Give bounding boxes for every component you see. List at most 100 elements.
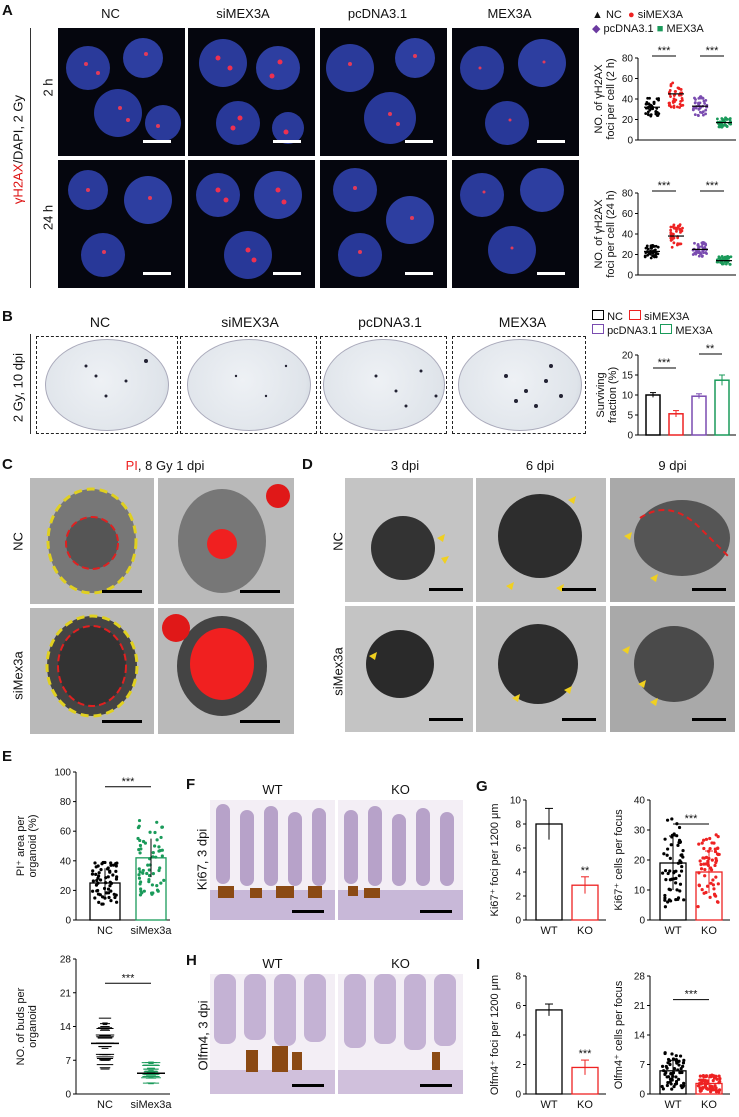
y-tick-label: 20 [622,351,634,362]
y-tick-label: 40 [60,856,72,867]
data-point [675,229,678,233]
micrograph-simex3a-24h [188,160,315,288]
y-tick-label: 100 [54,768,71,779]
data-point [713,893,717,897]
data-point [677,93,681,97]
data-point [709,868,714,872]
col-header-mex3a: MEX3A [487,6,532,21]
scale-bar [240,590,280,593]
data-point [105,867,110,871]
data-point [151,872,155,876]
data-point [666,1080,670,1085]
data-point [708,847,712,851]
data-point [139,889,143,893]
y-tick-label: 14 [634,1031,646,1042]
data-point [666,900,670,904]
data-point [678,882,683,886]
col-header-f-ko: KO [391,782,410,797]
data-point [676,897,680,901]
data-point [656,114,660,117]
data-point [699,1086,703,1090]
data-point [668,888,673,892]
data-point [158,866,162,870]
data-point [696,905,700,909]
data-point [720,117,724,120]
plate-nc [36,336,178,434]
data-point [705,252,708,255]
data-point [668,89,672,92]
panel-label-i: I [476,956,481,973]
data-point [697,883,701,887]
data-point [668,104,672,107]
x-tick-label: KO [701,1099,717,1111]
data-point [664,1064,668,1069]
x-tick-label: KO [577,925,593,937]
scale-bar [143,140,171,143]
data-point [669,228,673,232]
chart-i-olfm4-cells: 0 7 14 21 28 Olfm4⁺ cells per focus WT KO *** [613,972,730,1111]
data-point [138,851,142,855]
x-tick-label: siMex3a [131,925,173,937]
data-point [663,896,667,900]
micrograph-nc-24h [58,160,185,288]
data-point [714,1074,718,1078]
data-point [136,825,141,830]
x-tick-label: KO [577,1099,593,1111]
data-point [701,113,705,117]
data-point [702,838,706,842]
y-tick-label: 21 [60,988,72,999]
col-header-h-ko: KO [391,956,410,971]
sig-label: *** [706,180,720,192]
data-point [93,861,97,865]
data-point [147,874,152,878]
scale-bar [405,140,433,143]
y-tick-label: 2 [515,892,521,903]
col-header-3dpi: 3 dpi [390,458,420,473]
data-point [706,1079,710,1083]
data-point [669,1072,673,1076]
y-tick-label: 80 [622,54,634,65]
data-point [728,118,732,122]
data-point [720,125,724,129]
y-tick-label: 0 [65,1090,71,1101]
data-point [656,245,660,249]
data-point [668,869,672,873]
data-point [111,873,115,877]
data-point [679,104,683,107]
data-point [698,251,702,255]
y-tick-label: 0 [65,916,71,927]
data-point [155,884,159,888]
data-point [669,84,673,88]
data-point [716,882,720,886]
data-point [103,896,107,900]
data-point [103,860,107,865]
scale-bar [102,590,142,593]
data-point [146,863,150,867]
y-tick-label: 28 [634,972,646,983]
data-point [668,856,672,860]
y-tick-label: 20 [622,115,634,126]
data-point [109,889,113,893]
data-point [115,861,119,865]
data-point [717,1074,721,1078]
chart-i-olfm4-foci: 0 2 4 6 8 Olfm4⁺ foci per 1200 μm WT KO *** [489,972,606,1111]
data-point [157,868,161,873]
square-icon: ■ [656,23,664,35]
y-tick-label: 10 [634,886,646,897]
scale-bar [429,588,463,591]
data-point [697,114,700,118]
y-tick-label: 6 [515,1001,521,1012]
y-axis-label: Ki67⁺ cells per focus [613,809,625,911]
col-header-b-simex3a: siMEX3A [221,314,279,330]
col-header-b-mex3a: MEX3A [498,314,547,330]
organoid-d-nc-6dpi [476,478,606,602]
x-tick-label: WT [540,1099,557,1111]
y-tick-label: 0 [515,916,521,927]
y-tick-label: 60 [60,827,72,838]
data-point [160,825,164,829]
data-point [91,889,95,893]
data-point [147,868,151,872]
data-point [663,1051,667,1056]
data-point [694,106,698,110]
data-point [108,869,112,873]
